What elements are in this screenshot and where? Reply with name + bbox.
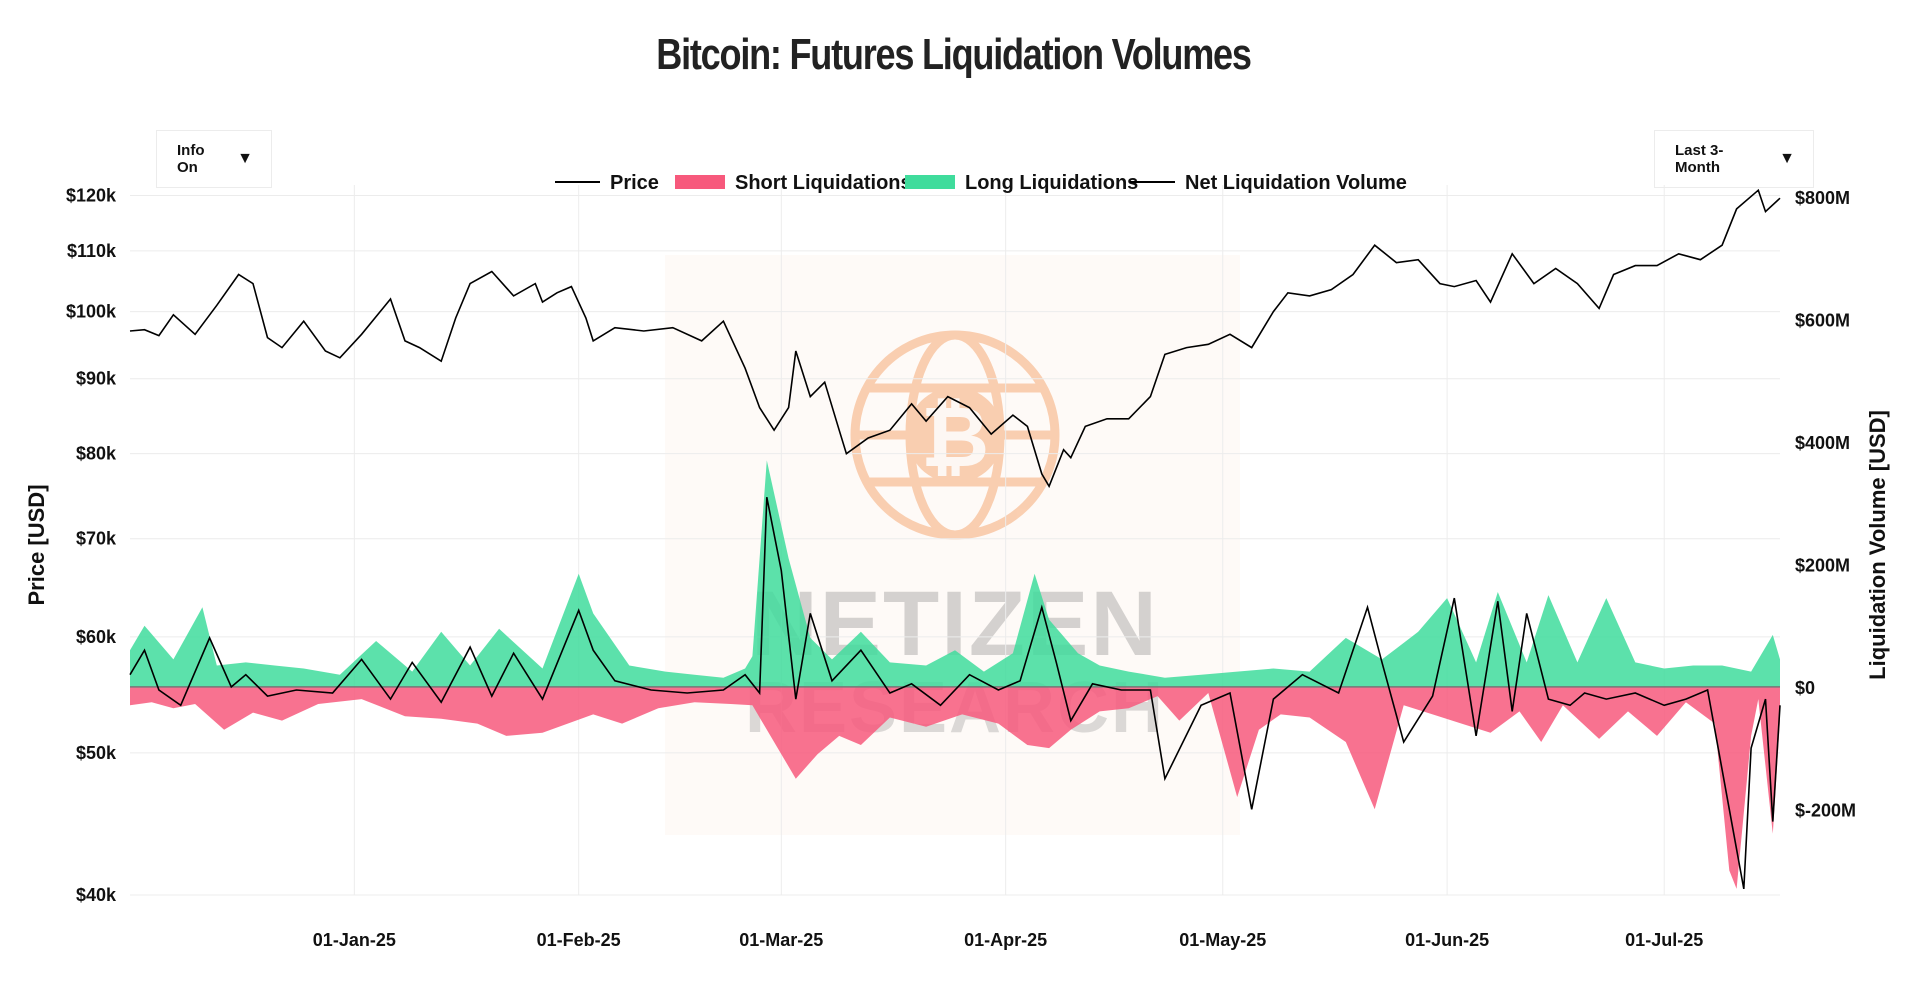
y-left-tick-label: $80k [76,444,117,464]
y-right-tick-label: $800M [1795,188,1850,208]
chevron-down-icon: ▼ [237,150,253,167]
y-left-tick-label: $120k [66,186,117,206]
net-liquidation-line [129,497,1781,890]
legend-item[interactable]: Short Liquidations [675,172,912,194]
legend-item[interactable]: Price [555,172,659,194]
x-tick-label: 01-May-25 [1179,930,1266,950]
svg-text:₿: ₿ [921,390,989,484]
y-left-tick-label: $100k [66,302,117,322]
chevron-down-icon: ▼ [1779,150,1795,167]
x-tick-label: 01-Jan-25 [313,930,396,950]
legend-swatch [675,175,725,189]
legend-swatch [905,175,955,189]
y-right-tick-label: $-200M [1795,800,1856,820]
legend-label: Long Liquidations [965,172,1138,194]
series-lines [129,188,1781,890]
legend-label: Short Liquidations [735,172,912,194]
time-range-dropdown[interactable]: Last 3-Month ▼ [1654,130,1814,188]
y-left-tick-label: $60k [76,627,117,647]
y-left-tick-label: $70k [76,529,117,549]
y-left-tick-label: $90k [76,369,117,389]
y-left-tick-label: $110k [67,241,117,261]
y-right-tick-label: $600M [1795,311,1850,331]
long-liquidations-area [130,460,1780,687]
y-left-tick-label: $40k [76,885,117,905]
time-range-label: Last 3-Month [1675,142,1724,176]
axes: $120k $110k $100k $90k $80k $70k $60k $50k $40k $… [66,186,1856,950]
x-tick-label: 01-Apr-25 [964,930,1047,950]
x-tick-label: 01-Feb-25 [537,930,621,950]
x-tick-label: 01-Jul-25 [1625,930,1703,950]
short-liquidations-area [130,686,1780,889]
liquidation-areas [130,460,1780,889]
y-axis-left-title: Price [USD] [24,484,49,605]
info-toggle-dropdown[interactable]: Info On ▼ [156,130,272,188]
x-tick-label: 01-Jun-25 [1405,930,1489,950]
legend-item[interactable]: Net Liquidation Volume [1130,172,1407,194]
legend-item[interactable]: Long Liquidations [905,172,1138,194]
bitcoin-globe-logo: ₿ [850,330,1060,540]
legend[interactable]: Price Short Liquidations Long Liquidations… [555,172,1407,194]
price-line [129,188,1781,489]
y-right-tick-label: $0 [1795,678,1815,698]
legend-label: Net Liquidation Volume [1185,172,1407,194]
legend-label: Price [610,172,659,194]
watermark-backdrop [665,255,1240,835]
watermark: ₿ NETIZEN RESEARCH [665,255,1240,835]
y-left-tick-label: $50k [76,743,117,763]
x-tick-label: 01-Mar-25 [739,930,823,950]
info-toggle-label: Info On [177,142,205,176]
y-right-tick-label: $200M [1795,555,1850,575]
y-right-tick-label: $400M [1795,433,1850,453]
y-axis-right-title: Liquidation Volume [USD] [1865,410,1890,680]
chart-title: Bitcoin: Futures Liquidation Volumes [656,30,1252,79]
